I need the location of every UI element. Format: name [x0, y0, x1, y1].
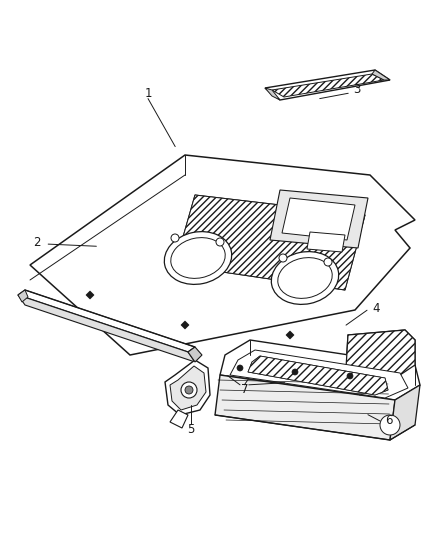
Text: 4: 4 — [372, 302, 380, 314]
Polygon shape — [220, 340, 420, 400]
Polygon shape — [345, 330, 415, 395]
Polygon shape — [286, 331, 294, 339]
Polygon shape — [18, 295, 195, 362]
Polygon shape — [175, 195, 365, 290]
Polygon shape — [170, 410, 188, 428]
Circle shape — [380, 415, 400, 435]
Polygon shape — [18, 290, 195, 352]
Polygon shape — [188, 347, 202, 362]
Text: 5: 5 — [187, 423, 194, 435]
Polygon shape — [248, 356, 388, 395]
Ellipse shape — [278, 257, 332, 298]
Text: 1: 1 — [144, 87, 152, 100]
Circle shape — [185, 386, 193, 394]
Polygon shape — [270, 190, 368, 248]
Polygon shape — [390, 385, 420, 440]
Circle shape — [279, 254, 287, 262]
Polygon shape — [282, 198, 355, 240]
Circle shape — [171, 234, 179, 242]
Text: 6: 6 — [385, 414, 393, 426]
Polygon shape — [86, 291, 94, 299]
Polygon shape — [165, 360, 210, 415]
Polygon shape — [230, 350, 408, 398]
Text: 7: 7 — [240, 383, 248, 395]
Circle shape — [292, 369, 298, 375]
Text: 2: 2 — [33, 236, 41, 249]
Polygon shape — [372, 70, 390, 80]
Polygon shape — [181, 321, 189, 329]
Polygon shape — [248, 356, 388, 395]
Polygon shape — [307, 232, 345, 252]
Polygon shape — [175, 195, 365, 290]
Polygon shape — [215, 375, 395, 440]
Text: 3: 3 — [353, 83, 360, 96]
Circle shape — [216, 238, 224, 246]
Ellipse shape — [164, 232, 232, 285]
Circle shape — [181, 382, 197, 398]
Polygon shape — [272, 74, 384, 97]
Polygon shape — [30, 155, 415, 355]
Polygon shape — [265, 70, 390, 100]
Circle shape — [237, 365, 243, 371]
Polygon shape — [170, 366, 206, 410]
Ellipse shape — [271, 252, 339, 304]
Circle shape — [347, 373, 353, 379]
Polygon shape — [345, 330, 415, 395]
Polygon shape — [18, 290, 28, 302]
Circle shape — [324, 258, 332, 266]
Ellipse shape — [171, 238, 225, 278]
Polygon shape — [265, 88, 280, 100]
